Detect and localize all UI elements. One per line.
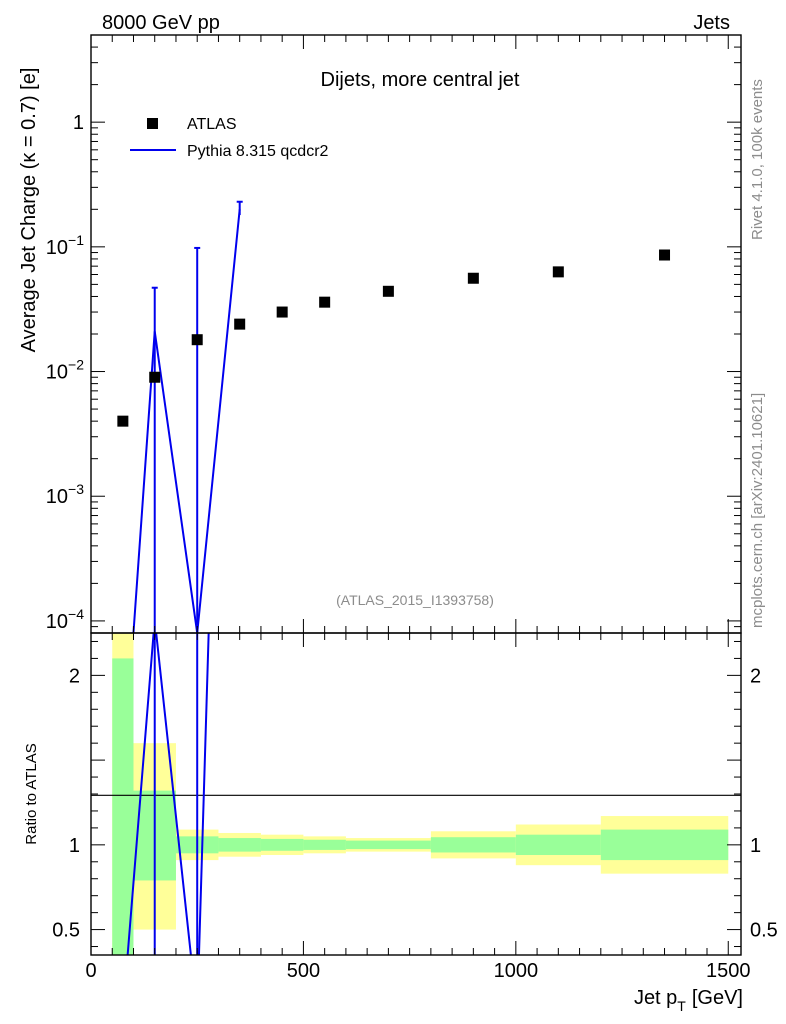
x-tick-label-1: 500 bbox=[287, 960, 320, 982]
ratio-y-tick-label-left-1: 1 bbox=[69, 835, 80, 857]
ratio-y-tick-label-right-0: 0.5 bbox=[750, 920, 778, 942]
legend-atlas-label: ATLAS bbox=[187, 116, 237, 133]
atlas-point-7 bbox=[467, 272, 479, 284]
ratio-green-band-9 bbox=[600, 829, 729, 861]
atlas-point-4 bbox=[276, 306, 288, 318]
ratio-green-band-8 bbox=[515, 834, 601, 856]
legend-atlas-marker bbox=[147, 118, 158, 129]
rivet-label: Rivet 4.1.0, 100k events bbox=[749, 79, 766, 240]
source-label: mcplots.cern.ch [arXiv:2401.10621] bbox=[749, 393, 766, 628]
main-mc-group bbox=[132, 200, 243, 633]
atlas-point-0 bbox=[117, 415, 129, 427]
main-pythia-line bbox=[132, 209, 241, 633]
legend-pythia-label: Pythia 8.315 qcdcr2 bbox=[187, 143, 329, 160]
ratio-y-tick-label-right-2: 2 bbox=[750, 665, 761, 687]
x-axis-label: Jet pT [GeV] bbox=[634, 987, 743, 1014]
category-label: Jets bbox=[693, 12, 730, 34]
ratio-y-tick-label-left-2: 2 bbox=[69, 665, 80, 687]
ratio-series-group bbox=[126, 633, 210, 955]
ratio-y-axis-label: Ratio to ATLAS bbox=[23, 743, 40, 844]
ratio-pythia-line bbox=[126, 633, 210, 955]
main-y-axis-label: Average Jet Charge (κ = 0.7) [e] bbox=[18, 68, 40, 353]
axis-ticks bbox=[90, 34, 741, 955]
atlas-point-3 bbox=[234, 318, 246, 330]
main-y-tick-label-1: 10−3 bbox=[46, 481, 84, 508]
ratio-green-band-7 bbox=[430, 837, 516, 853]
main-y-tick-label-0: 10−4 bbox=[46, 606, 84, 633]
atlas-point-2 bbox=[191, 334, 203, 346]
legend: ATLAS Pythia 8.315 qcdcr2 bbox=[130, 116, 329, 160]
main-data-group bbox=[117, 249, 671, 427]
x-tick-label-2: 1000 bbox=[494, 960, 539, 982]
energy-label: 8000 GeV pp bbox=[102, 12, 220, 34]
ratio-panel-frame bbox=[90, 632, 742, 956]
ratio-uncertainty-bands bbox=[112, 633, 729, 955]
ratio-green-band-3 bbox=[218, 838, 261, 852]
ratio-green-band-0 bbox=[112, 658, 134, 955]
atlas-point-9 bbox=[659, 249, 671, 261]
ratio-y-tick-label-right-1: 1 bbox=[750, 835, 761, 857]
ratio-y-tick-label-left-0: 0.5 bbox=[52, 920, 80, 942]
chart-title: Dijets, more central jet bbox=[321, 69, 520, 91]
ratio-green-band-4 bbox=[260, 838, 304, 851]
x-tick-labels: 0 500 1000 1500 bbox=[85, 960, 750, 982]
atlas-point-8 bbox=[552, 266, 564, 278]
main-y-tick-label-2: 10−2 bbox=[46, 357, 84, 384]
main-y-tick-label-3: 10−1 bbox=[46, 232, 84, 259]
ratio-green-band-5 bbox=[303, 839, 346, 850]
x-tick-label-3: 1500 bbox=[706, 960, 751, 982]
analysis-watermark: (ATLAS_2015_I1393758) bbox=[336, 592, 494, 608]
main-y-tick-label-4: 1 bbox=[73, 112, 84, 134]
ratio-y-tick-labels: 0.5 0.5 1 1 2 2 bbox=[52, 665, 778, 941]
main-y-tick-labels: 10−4 10−3 10−2 10−1 1 bbox=[46, 112, 84, 633]
ratio-green-band-6 bbox=[345, 840, 431, 850]
atlas-point-1 bbox=[149, 371, 161, 383]
x-tick-label-0: 0 bbox=[85, 960, 96, 982]
atlas-point-5 bbox=[319, 296, 331, 308]
atlas-point-6 bbox=[382, 285, 394, 297]
